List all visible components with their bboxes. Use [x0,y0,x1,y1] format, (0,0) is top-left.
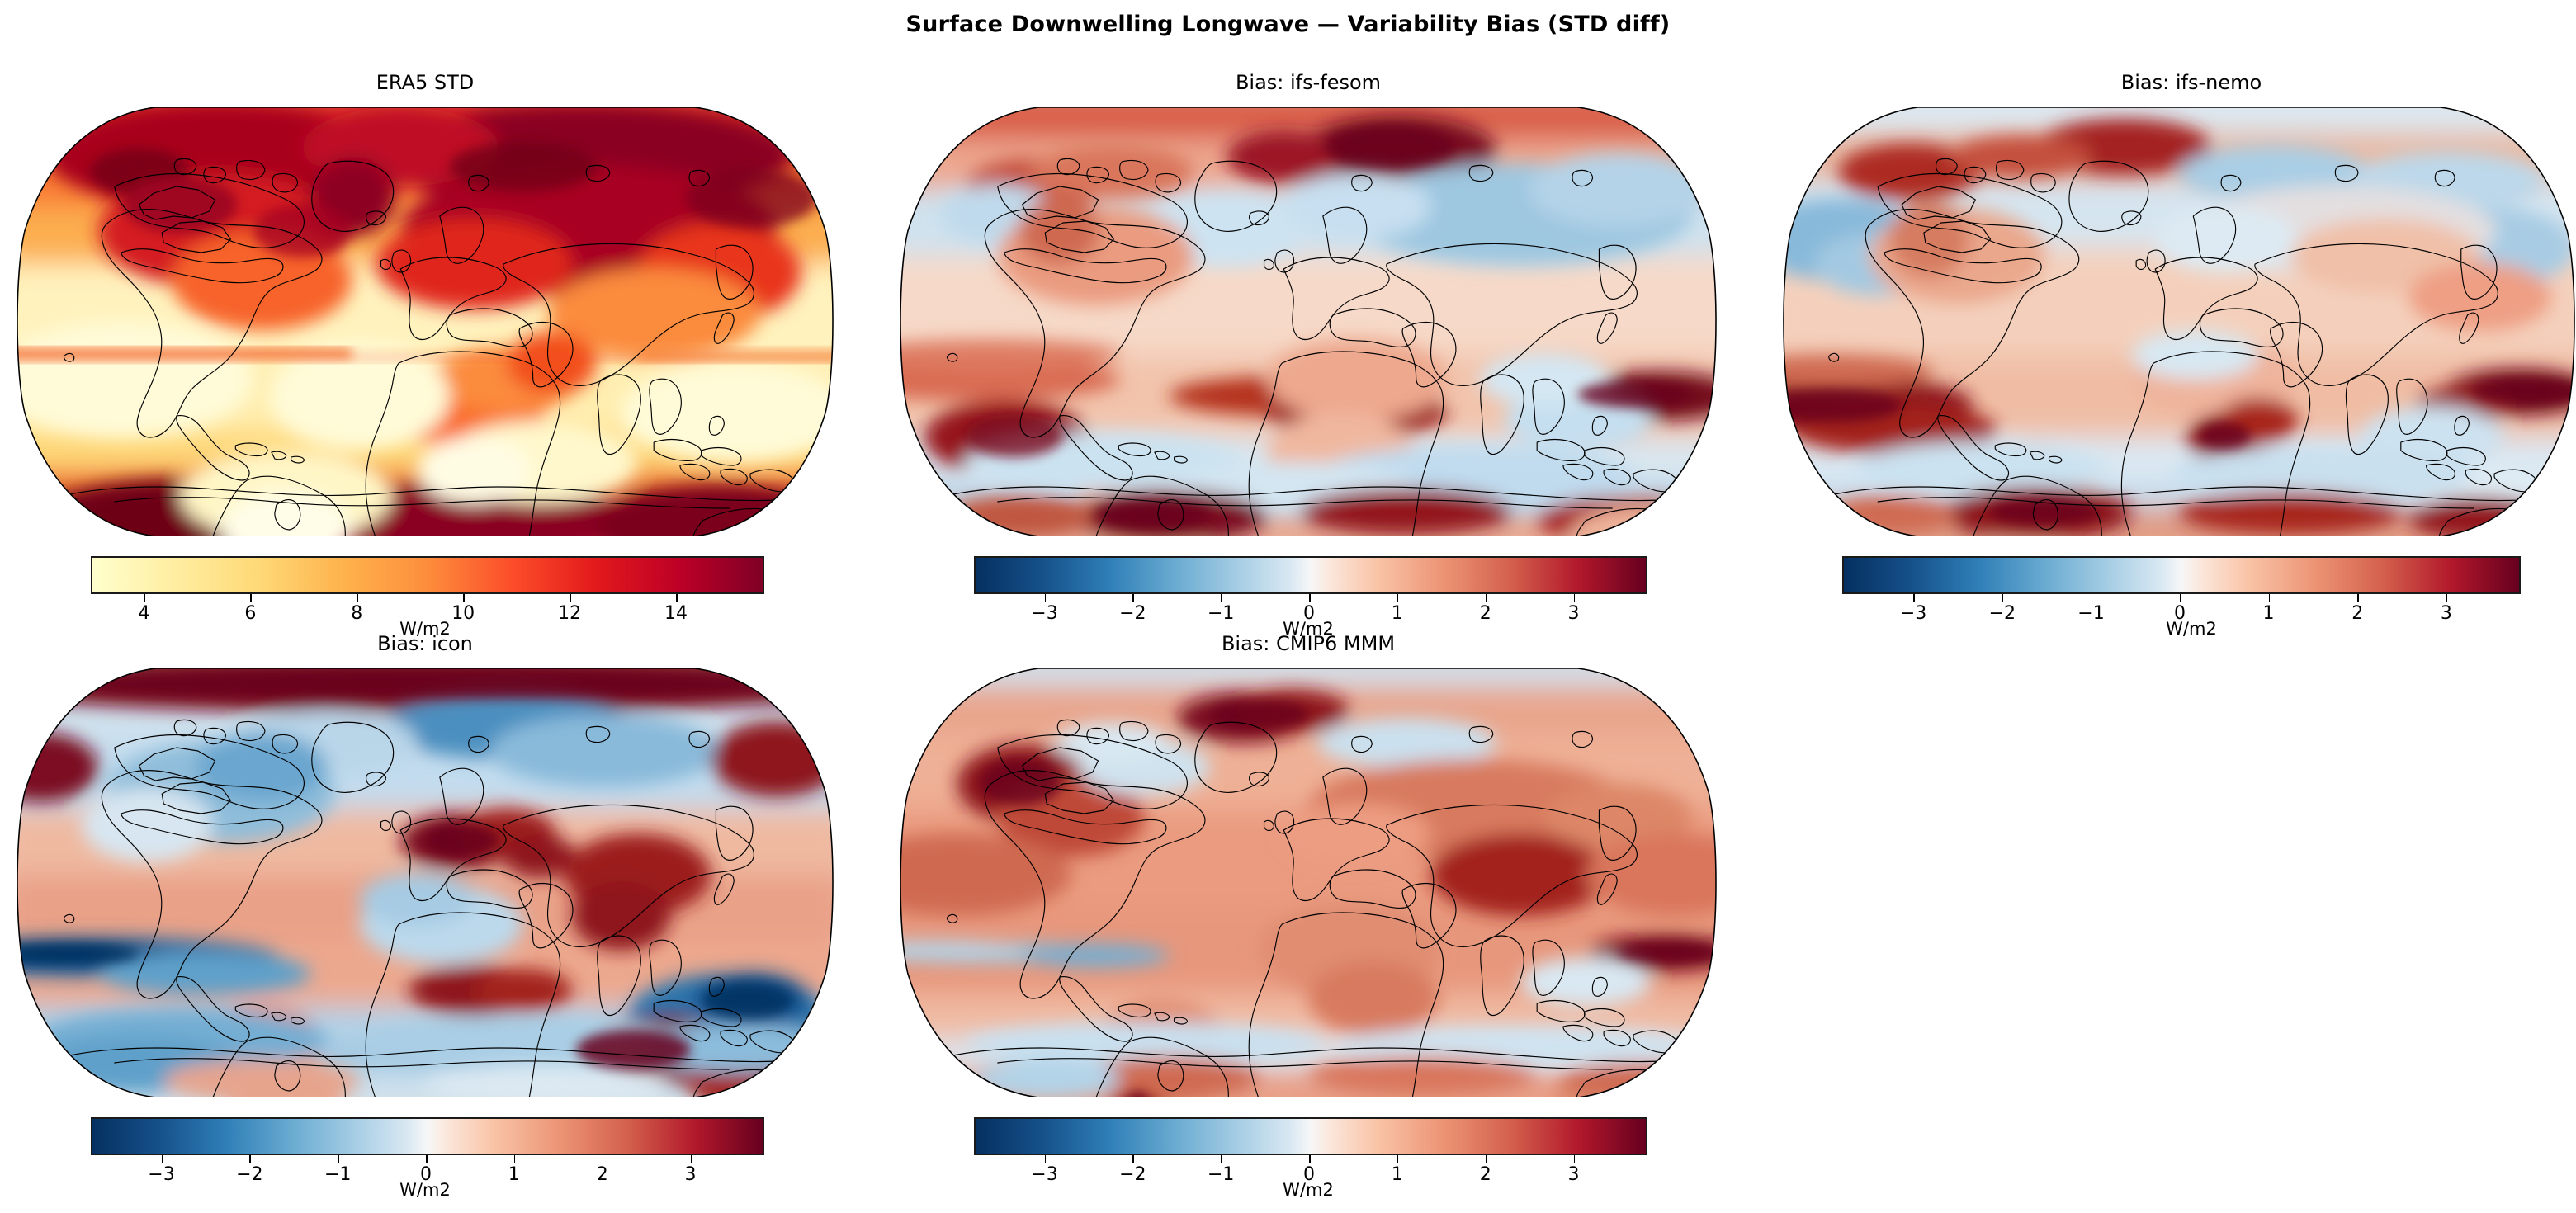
tick-label: 1 [1391,603,1403,624]
tick-label: 6 [244,603,257,624]
tick-label: −1 [1207,1164,1235,1185]
panel-title-era5-std: ERA5 STD [376,71,475,94]
panel-title-bias-icon: Bias: icon [377,632,473,655]
panel-bias-cmip6-mmm: Bias: CMIP6 MMM [900,632,1717,1200]
colorbar-ticks-bias-ifs-nemo: −3 −2 −1 0 1 2 3 [1842,594,2517,627]
tick-label: 0 [420,1164,432,1185]
tick-label: −2 [236,1164,263,1185]
tick-label: 2 [2351,603,2364,624]
map-bias-icon [17,668,834,1097]
tick-label: −3 [148,1164,175,1185]
tick-label: −2 [1119,1164,1146,1185]
panel-era5-std: ERA5 STD [17,71,834,639]
tick-label: 2 [1479,603,1491,624]
figure-suptitle: Surface Downwelling Longwave — Variabili… [905,12,1671,37]
tick-label: 3 [2440,603,2452,624]
tick-label: 4 [138,603,150,624]
colorbar-label-era5-std: W/m2 [399,619,451,639]
tick-label: 2 [1479,1164,1491,1185]
tick-label: 0 [1303,1164,1315,1185]
tick-label: 10 [451,603,475,624]
tick-label: 8 [351,603,363,624]
tick-label: −2 [1119,603,1146,624]
tick-label: −3 [1031,603,1058,624]
panel-bias-icon: Bias: icon [17,632,834,1200]
tick-label: 2 [596,1164,608,1185]
tick-label: 3 [684,1164,697,1185]
colorbar-ticks-era5-std: 4 6 8 10 12 14 [91,594,761,627]
colorbar-bias-ifs-nemo [1842,556,2521,594]
tick-label: −2 [1988,603,2016,624]
panel-title-bias-cmip6-mmm: Bias: CMIP6 MMM [1221,632,1396,655]
panel-bias-ifs-nemo: Bias: ifs-nemo [1783,71,2576,639]
map-era5-std [17,107,834,536]
colorbar-label-bias-icon: W/m2 [399,1180,451,1200]
colorbar-bias-icon [91,1117,764,1155]
colorbar-bias-cmip6-mmm [974,1117,1647,1155]
tick-label: −1 [324,1164,352,1185]
map-bias-ifs-fesom [900,107,1717,536]
colorbar-label-bias-cmip6-mmm: W/m2 [1283,1180,1334,1200]
panel-bias-ifs-fesom: Bias: ifs-fesom [900,71,1717,639]
tick-label: 14 [664,603,688,624]
map-bias-ifs-nemo [1783,107,2575,536]
tick-label: 1 [2262,603,2275,624]
tick-label: 1 [508,1164,520,1185]
tick-label: 1 [1391,1164,1403,1185]
tick-label: 3 [1567,603,1580,624]
colorbar-label-bias-ifs-fesom: W/m2 [1283,619,1334,639]
tick-label: −3 [1031,1164,1058,1185]
colorbar-era5-std [91,556,764,594]
colorbar-label-bias-ifs-nemo: W/m2 [2166,619,2217,639]
colorbar-bias-ifs-fesom [974,556,1647,594]
tick-label: −3 [1899,603,1927,624]
panel-title-bias-ifs-fesom: Bias: ifs-fesom [1235,71,1382,94]
colorbar-ticks-bias-icon: −3 −2 −1 0 1 2 3 [91,1155,761,1188]
colorbar-ticks-bias-cmip6-mmm: −3 −2 −1 0 1 2 3 [974,1155,1644,1188]
panel-title-bias-ifs-nemo: Bias: ifs-nemo [2120,71,2262,94]
tick-label: 0 [1303,603,1315,624]
tick-label: 3 [1567,1164,1580,1185]
map-bias-cmip6-mmm [900,668,1717,1097]
tick-label: 0 [2174,603,2186,624]
tick-label: −1 [1207,603,1235,624]
colorbar-ticks-bias-ifs-fesom: −3 −2 −1 0 1 2 3 [974,594,1644,627]
tick-label: −1 [2077,603,2105,624]
tick-label: 12 [558,603,582,624]
